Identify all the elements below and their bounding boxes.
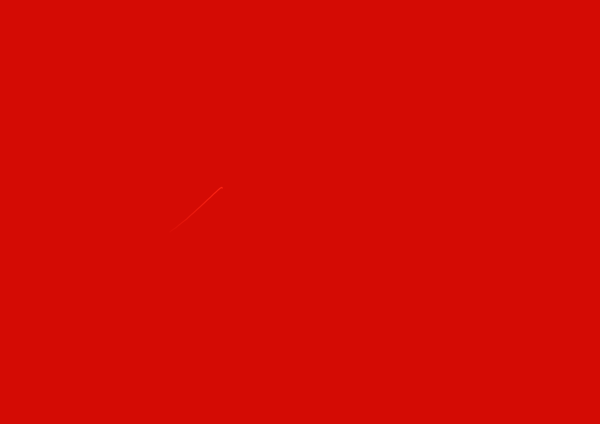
scratch-line [169,186,223,233]
